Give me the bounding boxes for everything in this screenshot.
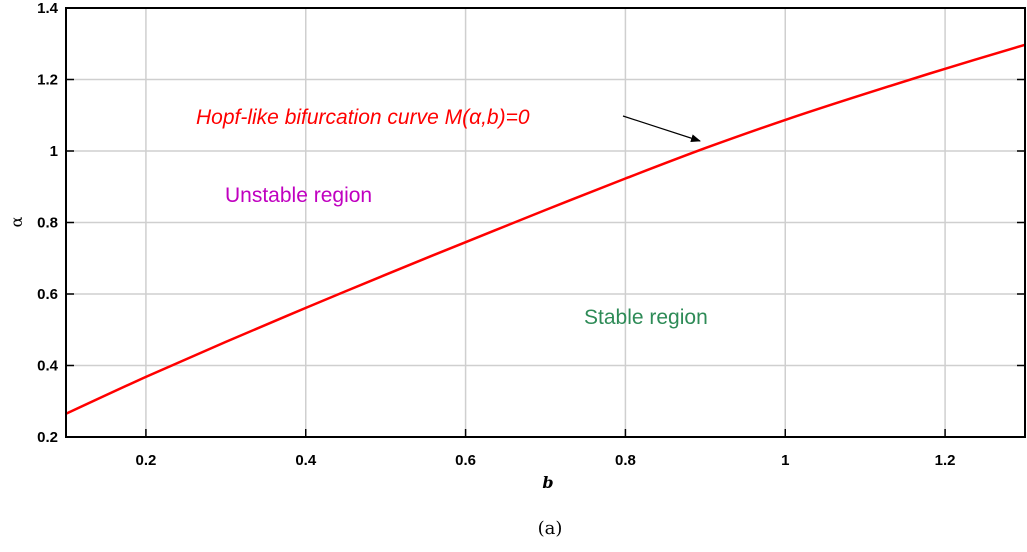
figure-caption: (a): [538, 518, 563, 539]
x-tick-label: 0.8: [615, 452, 636, 469]
x-tick-label: 1.2: [935, 452, 956, 469]
y-ticks: 0.2 0.4 0.6 0.8 1 1.2 1.4: [37, 0, 1025, 446]
y-tick-label: 0.8: [37, 215, 58, 232]
x-tick-label: 0.2: [135, 452, 156, 469]
y-tick-label: 0.4: [37, 358, 59, 375]
unstable-region-label: Unstable region: [225, 184, 372, 207]
y-tick-label: 0.2: [37, 429, 58, 446]
annotation-arrow: [622, 115, 701, 143]
x-ticks: 0.2 0.4 0.6 0.8 1 1.2: [135, 429, 956, 469]
grid: [66, 7, 1025, 438]
bifurcation-curve-annotation: Hopf-like bifurcation curve M(α,b)=0: [196, 106, 530, 129]
y-axis-label: α: [7, 216, 26, 227]
y-tick-label: 1.4: [37, 0, 59, 17]
series-group: [65, 43, 1026, 415]
plot-frame: [65, 7, 1026, 438]
x-tick-label: 1: [781, 452, 789, 469]
x-tick-label: 0.4: [295, 452, 317, 469]
x-axis-label: b: [542, 473, 553, 492]
y-tick-label: 1.2: [37, 72, 58, 89]
x-tick-label: 0.6: [455, 452, 476, 469]
bifurcation-curve-line: [65, 43, 1026, 415]
y-tick-label: 1: [50, 143, 58, 160]
stable-region-label: Stable region: [584, 306, 708, 329]
y-tick-label: 0.6: [37, 286, 58, 303]
